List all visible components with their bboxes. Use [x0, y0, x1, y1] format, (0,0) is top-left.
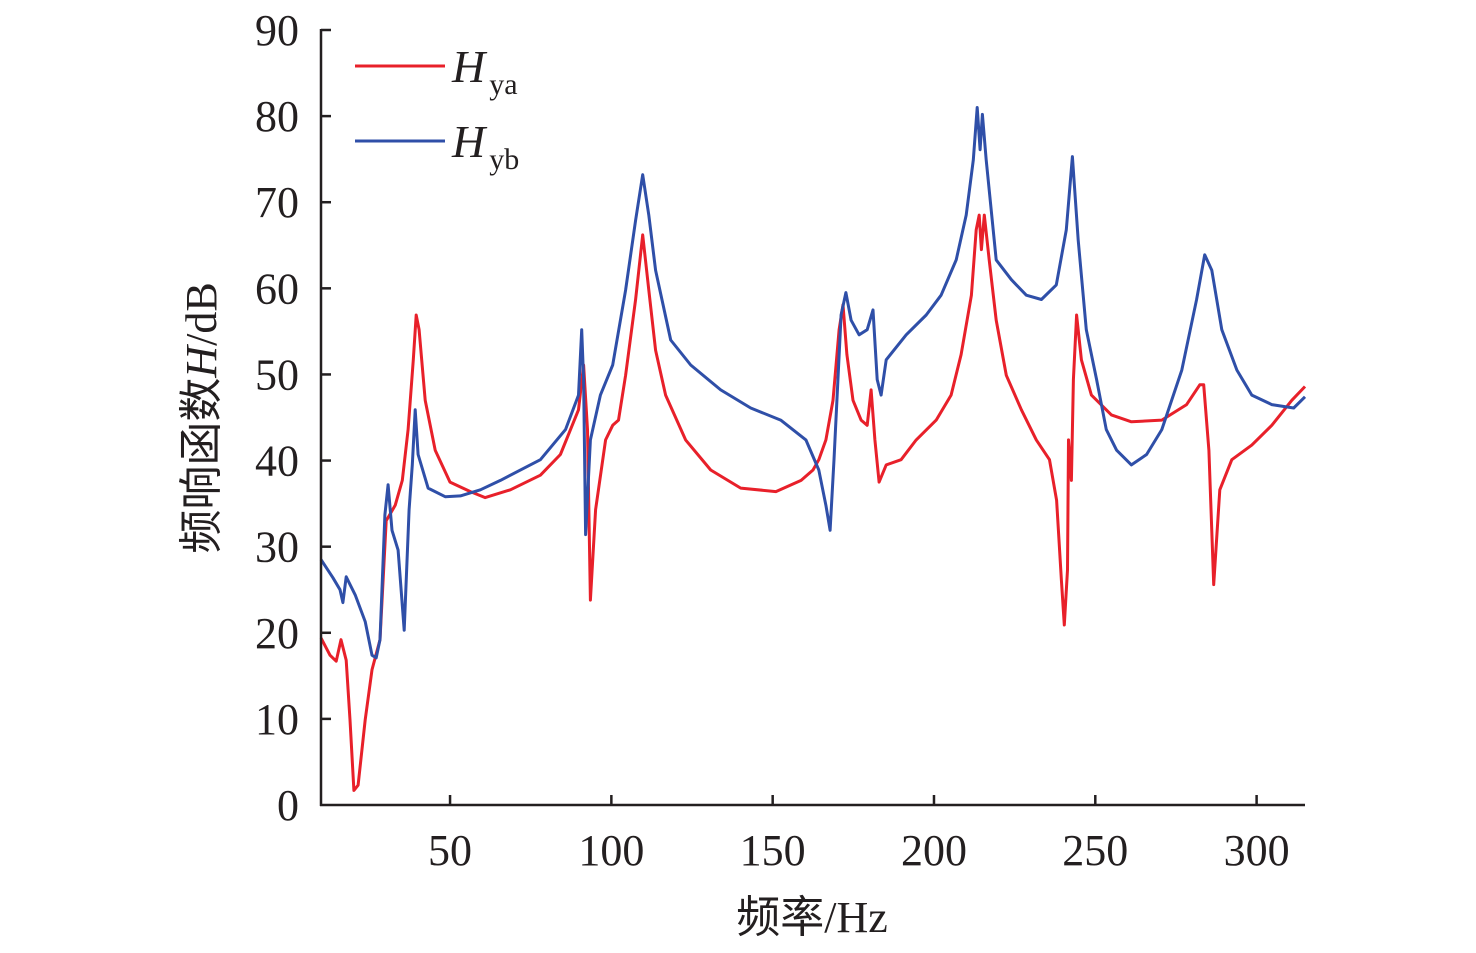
y-tick-label: 30	[255, 523, 299, 572]
x-tick-label: 100	[578, 826, 644, 875]
y-tick-label: 50	[255, 350, 299, 399]
y-tick-label: 20	[255, 609, 299, 658]
x-tick-label: 50	[428, 826, 472, 875]
ticks: 0 10 20 30 40 50 60 70 80 90 50 100 150 200 250 300	[255, 6, 1290, 875]
y-tick-label: 80	[255, 92, 299, 141]
x-tick-label: 150	[740, 826, 806, 875]
y-tick-label: 90	[255, 6, 299, 55]
series-line-Hya	[319, 213, 1307, 792]
series-line-Hyb	[319, 106, 1307, 660]
x-tick-label: 300	[1224, 826, 1290, 875]
y-tick-label: 10	[255, 695, 299, 744]
x-axis-title: 频率/Hz	[736, 893, 888, 942]
y-tick-label: 0	[277, 781, 299, 830]
x-tick-label: 250	[1062, 826, 1128, 875]
axes	[319, 29, 1305, 807]
y-axis-title: 频响函数H/dB	[177, 282, 226, 553]
y-tick-label: 40	[255, 437, 299, 486]
series-layer	[319, 106, 1307, 792]
y-tick-label: 60	[255, 264, 299, 313]
y-tick-label: 70	[255, 178, 299, 227]
x-tick-label: 200	[901, 826, 967, 875]
